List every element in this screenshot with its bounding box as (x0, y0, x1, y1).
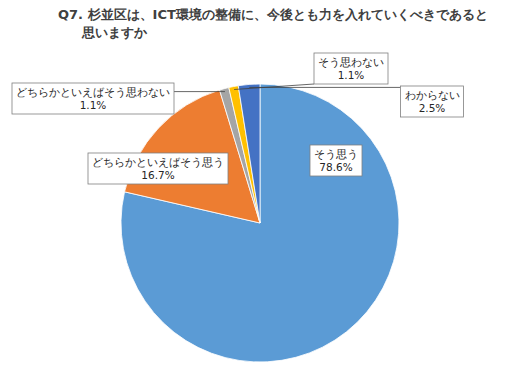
title: Q7. 杉並区は、ICT環境の整備に、今後とも力を入れていくべきであると思います… (58, 6, 494, 42)
category-label: どちらかといえばそう思う (92, 156, 224, 169)
data-label: そう思う78.6% (310, 145, 362, 176)
data-labels: そう思う78.6% どちらかといえばそう思う16.7% どちらかといえばそう思わない… (12, 53, 464, 184)
category-label: わからない (405, 89, 460, 101)
label-box (310, 145, 362, 176)
slices (121, 84, 399, 362)
value-label: 1.1% (338, 69, 365, 81)
data-label: そう思わない1.1% (314, 53, 388, 84)
chart: Q7. 杉並区は、ICT環境の整備に、今後とも力を入れていくべきであると思います… (0, 0, 522, 369)
slice (238, 84, 260, 223)
value-label: 2.5% (419, 102, 446, 114)
plot: そう思う78.6% どちらかといえばそう思う16.7% どちらかといえばそう思わない… (0, 0, 522, 369)
value-label: 16.7% (141, 169, 174, 181)
value-label: 78.6% (319, 161, 352, 173)
label-box (88, 153, 228, 184)
data-label: わからない2.5% (401, 86, 464, 117)
label-box (12, 83, 174, 114)
label-box (401, 86, 464, 117)
slice (121, 84, 399, 362)
value-label: 1.1% (80, 99, 107, 111)
data-label: どちらかといえばそう思う16.7% (88, 153, 228, 184)
leader-line (234, 84, 314, 89)
category-label: どちらかといえばそう思わない (16, 86, 170, 99)
data-label: どちらかといえばそう思わない1.1% (12, 83, 174, 114)
category-label: そう思う (314, 148, 358, 161)
leader-line (174, 91, 225, 92)
label-box (314, 53, 388, 84)
category-label: そう思わない (318, 56, 384, 69)
